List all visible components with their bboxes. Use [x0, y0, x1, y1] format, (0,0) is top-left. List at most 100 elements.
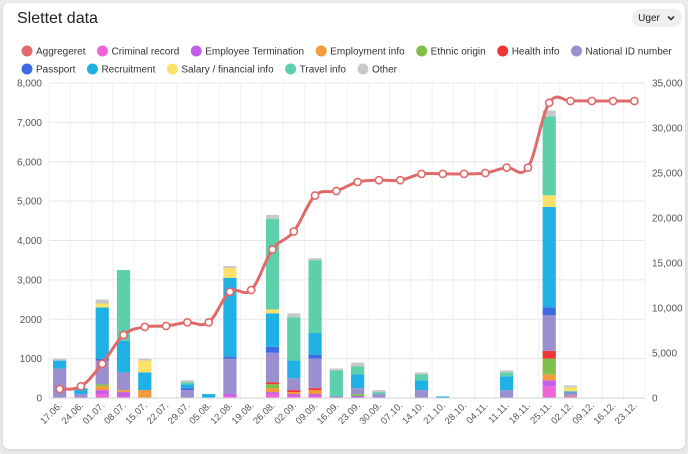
bar-segment-recruitment	[308, 333, 322, 355]
x-tick-label: 24.06.	[60, 400, 86, 426]
aggregeret-point	[629, 96, 639, 106]
legend-label-health_info: Health info	[512, 47, 560, 58]
bar-segment-salary	[563, 387, 578, 392]
bar-segment-other	[265, 214, 280, 219]
bar-segment-travel	[116, 270, 131, 341]
y2-tick-label: 25,000	[652, 169, 683, 180]
bar-segment-employee_termination	[116, 392, 131, 397]
aggregeret-point	[395, 175, 405, 185]
bar-segment-ethnic_origin	[542, 358, 556, 375]
aggregeret-point	[225, 287, 235, 297]
bar-segment-recruitment	[500, 376, 514, 391]
legend-label-other: Other	[372, 65, 398, 76]
bar-segment-criminal_record	[308, 396, 322, 398]
bar-segment-recruitment	[138, 372, 152, 391]
bar-segment-recruitment	[542, 207, 556, 308]
bar-segment-other	[414, 372, 429, 375]
legend-label-salary: Salary / financial info	[181, 65, 274, 76]
legend-marker-passport	[21, 63, 33, 75]
bar-segment-other	[372, 390, 386, 393]
bar-segment-other	[95, 299, 109, 304]
legend-label-criminal_record: Criminal record	[111, 47, 179, 58]
bar-segment-other	[138, 358, 152, 361]
y-tick-label: 7,000	[17, 118, 42, 129]
bar-segment-recruitment	[95, 307, 109, 359]
legend-marker-employee_termination	[190, 45, 202, 57]
bar-segment-recruitment	[436, 396, 450, 398]
x-tick-label: 12.08.	[209, 400, 235, 426]
bar-segment-travel	[500, 372, 514, 377]
bar-segment-national_id	[500, 390, 514, 398]
aggregeret-point	[55, 384, 65, 394]
bar-segment-salary	[223, 268, 237, 278]
bar-segment-criminal_record	[542, 386, 556, 398]
aggregeret-point	[246, 285, 256, 295]
bar-segment-other	[329, 368, 343, 371]
bar-segment-national_id	[180, 390, 194, 398]
bar-segment-employment_info	[542, 374, 556, 381]
x-tick-label: 29.07.	[166, 400, 192, 426]
legend-label-employee_termination: Employee Termination	[205, 47, 304, 58]
bar-segment-ethnic_origin	[265, 384, 280, 389]
x-tick-label: 16.09.	[315, 400, 341, 426]
bar-segment-health_info	[542, 350, 556, 359]
x-tick-label: 09.12.	[570, 400, 596, 426]
x-tick-label: 09.09.	[294, 400, 320, 426]
bar-segment-ethnic_origin	[95, 384, 109, 387]
legend-label-national_id: National ID number	[586, 47, 673, 58]
legend-marker-national_id	[571, 45, 583, 57]
aggregeret-point	[459, 169, 469, 179]
legend-marker-salary	[166, 63, 178, 75]
x-tick-label: 17.06.	[38, 400, 64, 426]
y2-tick-label: 10,000	[652, 304, 683, 315]
bar-segment-employee_termination	[95, 390, 109, 395]
legend-marker-recruitment	[86, 63, 98, 75]
bar-segment-employee_termination	[287, 394, 301, 397]
aggregeret-point	[161, 321, 171, 331]
bar-segment-passport	[265, 346, 280, 353]
bar-segment-ethnic_origin	[351, 394, 365, 397]
aggregeret-point	[310, 191, 320, 200]
x-tick-label: 28.10.	[443, 400, 469, 426]
legend-marker-criminal_record	[96, 45, 108, 57]
bar-segment-national_id	[308, 358, 322, 389]
aggregeret-point	[417, 169, 426, 179]
legend-label-aggregeret: Aggregeret	[36, 47, 86, 58]
bar-segment-employment_info	[265, 388, 280, 393]
range-dropdown[interactable]: Uger	[632, 9, 682, 27]
x-tick-label: 07.10.	[379, 400, 405, 426]
x-tick-label: 01.07.	[81, 400, 107, 426]
bar-segment-national_id	[265, 352, 280, 383]
bar-segment-passport	[180, 388, 194, 391]
bar-segment-national_id	[414, 390, 429, 398]
bar-segment-employee_termination	[265, 392, 280, 395]
bar-segment-national_id	[116, 372, 131, 391]
aggregeret-point	[502, 163, 512, 172]
legend-label-ethnic_origin: Ethnic origin	[431, 47, 486, 58]
aggregeret-point	[480, 168, 490, 178]
aggregeret-point	[374, 175, 384, 185]
bar-segment-travel	[287, 317, 301, 361]
bar-segment-criminal_record	[95, 394, 109, 398]
aggregeret-point	[268, 245, 277, 254]
bar-segment-salary	[542, 195, 556, 208]
bar-segment-criminal_record	[287, 396, 301, 398]
page-title: Slettet data	[17, 10, 98, 27]
legend-marker-aggregeret	[21, 45, 33, 57]
bar-segment-employment_info	[308, 390, 322, 395]
y2-tick-label: 30,000	[652, 124, 683, 135]
x-tick-label: 26.08.	[251, 400, 277, 426]
aggregeret-point	[353, 177, 363, 187]
bar-segment-travel	[308, 260, 322, 334]
bar-segment-other	[563, 385, 578, 388]
x-tick-label: 19.08.	[230, 400, 256, 426]
legend-marker-other	[357, 63, 369, 75]
x-tick-label: 25.11.	[528, 400, 554, 426]
aggregeret-point	[119, 330, 128, 340]
bar-segment-employment_info	[116, 390, 131, 393]
bar-segment-travel	[265, 218, 280, 310]
bar-segment-recruitment	[351, 374, 365, 389]
x-tick-label: 02.09.	[272, 400, 298, 426]
legend-label-passport: Passport	[36, 65, 76, 76]
y-tick-label: 3,000	[17, 275, 42, 286]
